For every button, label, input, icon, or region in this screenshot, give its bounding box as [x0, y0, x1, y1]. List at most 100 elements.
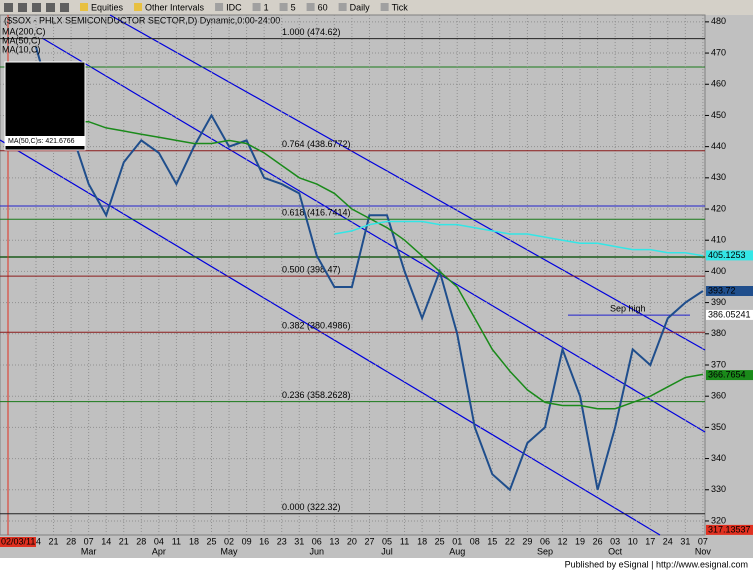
x-tick-label: 04 — [154, 536, 164, 546]
y-tick-label: 400 — [711, 266, 726, 276]
toolbar-button[interactable]: IDC — [226, 2, 242, 12]
x-tick-label: 02 — [224, 536, 234, 546]
x-tick-label: 17 — [645, 536, 655, 546]
x-tick-label: 22 — [505, 536, 515, 546]
x-tick-label: 11 — [400, 536, 409, 546]
y-tick-label: 370 — [711, 359, 726, 369]
x-tick-label: 18 — [417, 536, 427, 546]
x-tick-label: 21 — [49, 536, 59, 546]
price-flag — [706, 309, 753, 320]
data-window-row: Date: 02/03/11 — [17, 81, 63, 88]
toolbar-button[interactable]: Equities — [91, 2, 124, 12]
y-tick-label: 380 — [711, 328, 726, 338]
price-flag — [706, 250, 753, 261]
price-flag — [706, 370, 753, 381]
x-tick-label: 16 — [259, 536, 269, 546]
toolbar-icon — [380, 3, 389, 11]
y-tick-label: 420 — [711, 203, 726, 213]
series-line — [334, 220, 704, 257]
data-window-head: DR — [41, 66, 50, 72]
series-line — [35, 46, 704, 492]
fib-label: 0.500 (398.47) — [282, 265, 341, 275]
toolbar-button[interactable]: 60 — [318, 2, 328, 12]
y-tick-label: 430 — [711, 172, 726, 182]
legend-entry: MA(50,C) — [2, 35, 41, 45]
x-tick-label: 23 — [277, 536, 287, 546]
month-label: May — [221, 546, 239, 556]
y-tick-label: 340 — [711, 453, 726, 463]
x-tick-label: 06 — [540, 536, 550, 546]
legend-entry: MA(10,C) — [2, 44, 41, 54]
month-label: Oct — [608, 546, 623, 556]
footer-bar — [0, 558, 753, 572]
y-tick-label: 330 — [711, 484, 726, 494]
toolbar-icon — [338, 3, 347, 11]
fib-label: 0.000 (322.32) — [282, 502, 341, 512]
y-tick-label: 450 — [711, 110, 726, 120]
x-tick-label: 28 — [136, 536, 146, 546]
plot-area — [0, 14, 706, 536]
x-tick-label: 25 — [435, 536, 445, 546]
y-tick-label: 460 — [711, 79, 726, 89]
month-label: Apr — [152, 546, 166, 556]
toolbar-button[interactable]: 5 — [291, 2, 296, 12]
x-tick-label: 31 — [294, 536, 304, 546]
x-tick-label: 20 — [347, 536, 357, 546]
price-flag-label: 317.13537 — [708, 524, 751, 534]
y-tick-label: 390 — [711, 297, 726, 307]
data-window-row: High: 454.90 — [22, 113, 62, 120]
month-label: Mar — [81, 546, 97, 556]
month-label: Jun — [310, 546, 325, 556]
y-tick-label: 480 — [711, 16, 726, 26]
toolbar-button[interactable]: 1 — [264, 2, 269, 12]
start-label-bg — [0, 537, 36, 547]
toolbar-icon — [80, 3, 88, 11]
fib-label: 0.382 (380.4986) — [282, 321, 351, 331]
month-label: Sep — [537, 546, 553, 556]
data-window-study: MA(50,C)s: 421.6766 — [8, 138, 75, 145]
toolbar-icon — [4, 3, 13, 12]
x-tick-label: 05 — [382, 536, 392, 546]
data-window-row: Time: 00:00 — [25, 89, 62, 96]
x-tick-label: 10 — [628, 536, 638, 546]
price-flag-label: 386.05241 — [708, 309, 751, 319]
y-tick-label: 350 — [711, 422, 726, 432]
x-tick-label: 28 — [66, 536, 76, 546]
x-tick-label: 11 — [172, 536, 181, 546]
month-label: Aug — [449, 546, 465, 556]
chart-title: ($SOX - PHLX SEMICONDUCTOR SECTOR,D) Dyn… — [4, 15, 280, 25]
toolbar-button[interactable]: Other Intervals — [145, 2, 205, 12]
toolbar-icon — [279, 3, 288, 11]
data-window-bg — [4, 61, 86, 151]
y-tick-label: 410 — [711, 235, 726, 245]
x-tick-label: 27 — [364, 536, 374, 546]
x-tick-label: 08 — [470, 536, 480, 546]
toolbar-button[interactable]: Daily — [350, 2, 371, 12]
fib-label: 0.618 (416.7414) — [282, 208, 351, 218]
toolbar-icon — [46, 3, 55, 12]
toolbar — [0, 0, 753, 15]
toolbar-icon — [134, 3, 143, 11]
x-tick-label: 01 — [452, 536, 462, 546]
start-label: 02/03/11 — [1, 536, 35, 546]
toolbar-icon — [215, 3, 224, 11]
data-window-row: Open: 454.28 — [20, 105, 63, 112]
x-tick-label: 13 — [329, 536, 339, 546]
annotation: Sep high — [610, 303, 646, 313]
x-tick-label: 26 — [593, 536, 603, 546]
footer: Published by eSignal | http://www.esigna… — [565, 559, 748, 569]
series-line — [35, 120, 704, 410]
toolbar-button[interactable]: Tick — [392, 2, 409, 12]
toolbar-icon — [18, 3, 27, 12]
toolbar-icon — [306, 3, 315, 11]
x-tick-label: 21 — [119, 536, 129, 546]
y-tick-label: 440 — [711, 141, 726, 151]
toolbar-icon — [252, 3, 261, 11]
x-tick-label: 07 — [84, 536, 94, 546]
x-tick-label: 14 — [101, 536, 111, 546]
x-tick-label: 15 — [487, 536, 497, 546]
y-tick-label: 360 — [711, 391, 726, 401]
price-flag-label: 393.72 — [708, 285, 736, 295]
